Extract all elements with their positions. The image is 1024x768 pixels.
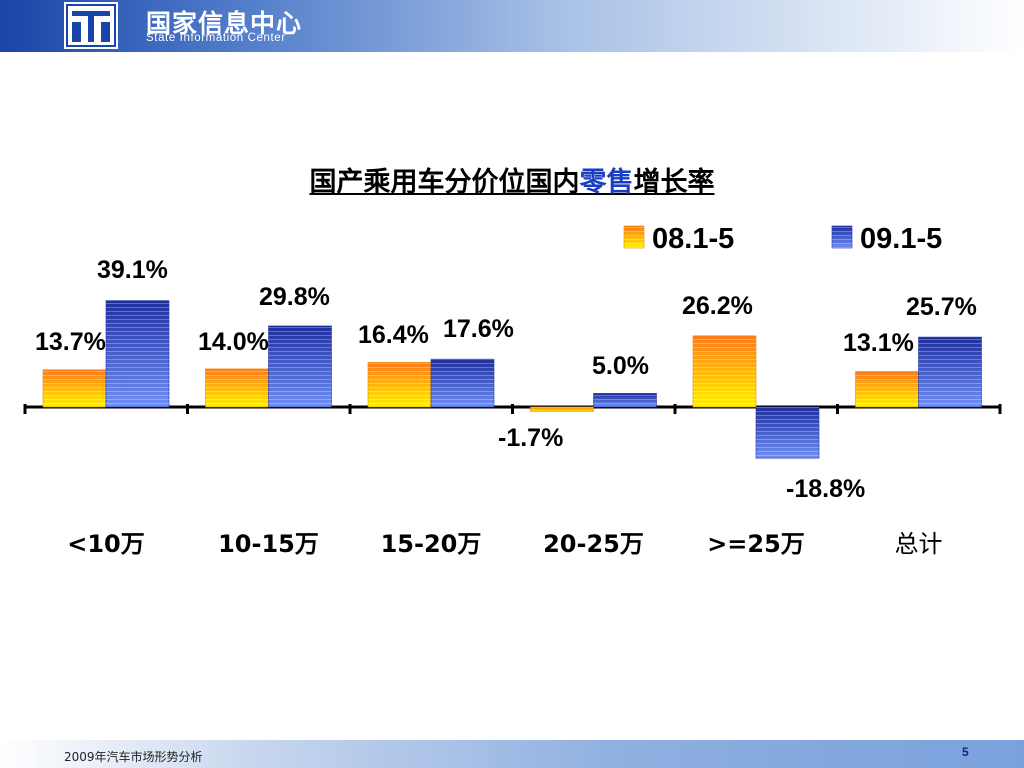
footer-bar: 2009年汽车市场形势分析 5 bbox=[0, 740, 1024, 768]
data-label: 17.6% bbox=[443, 315, 514, 343]
title-highlight: 零售 bbox=[579, 167, 634, 198]
bar-stripes bbox=[205, 368, 269, 407]
category-label: 10-15万 bbox=[218, 530, 319, 558]
org-name-en: State Information Center bbox=[146, 32, 286, 44]
data-label: 14.0% bbox=[198, 328, 269, 356]
bar-stripes bbox=[268, 325, 332, 407]
data-label: 29.8% bbox=[259, 283, 330, 311]
data-label: 13.7% bbox=[35, 328, 106, 356]
data-label: 26.2% bbox=[682, 292, 753, 320]
legend-label: 09.1-5 bbox=[860, 223, 942, 255]
bar-chart: 13.7% 14.0% 16.4% -1.7% 26.2% 13.1% 39.1% 29.8%… bbox=[23, 223, 1002, 558]
category-label: 总计 bbox=[895, 530, 943, 558]
category-label: 15-20万 bbox=[381, 530, 482, 558]
bar-stripes bbox=[918, 337, 982, 407]
category-label: >=25万 bbox=[707, 530, 805, 558]
title-part-2: 增长率 bbox=[633, 167, 715, 198]
data-label: -18.8% bbox=[786, 475, 865, 503]
data-label: 5.0% bbox=[592, 352, 649, 380]
legend-swatch-stripes bbox=[624, 226, 644, 248]
bar-stripes bbox=[431, 359, 494, 407]
data-label: 25.7% bbox=[906, 293, 977, 321]
category-label: 20-25万 bbox=[543, 530, 644, 558]
data-label: 16.4% bbox=[358, 321, 429, 349]
bar-stripes bbox=[756, 407, 819, 459]
legend-label: 08.1-5 bbox=[652, 223, 734, 255]
logo-icon bbox=[64, 2, 118, 49]
page-number: 5 bbox=[962, 745, 969, 759]
chart-title: 国产乘用车分价位国内零售增长率 bbox=[0, 160, 1024, 199]
data-label: 13.1% bbox=[843, 329, 914, 357]
footer-text: 2009年汽车市场形势分析 bbox=[64, 750, 203, 764]
data-label: -1.7% bbox=[498, 424, 563, 452]
header-bar: 国家信息中心 State Information Center bbox=[0, 0, 1024, 52]
category-label: <10万 bbox=[67, 530, 145, 558]
bar-stripes bbox=[43, 369, 106, 407]
bar-stripes bbox=[106, 300, 169, 407]
bar-stripes bbox=[693, 335, 756, 407]
org-name: 国家信息中心 bbox=[146, 9, 303, 38]
bar-stripes bbox=[855, 371, 919, 407]
legend-swatch-stripes bbox=[832, 226, 852, 248]
bar-stripes bbox=[368, 362, 431, 407]
data-label: 39.1% bbox=[97, 256, 168, 284]
bar-stripes bbox=[593, 393, 657, 407]
title-part-1: 国产乘用车分价位国内 bbox=[309, 167, 580, 198]
bar-stripes bbox=[530, 407, 594, 412]
